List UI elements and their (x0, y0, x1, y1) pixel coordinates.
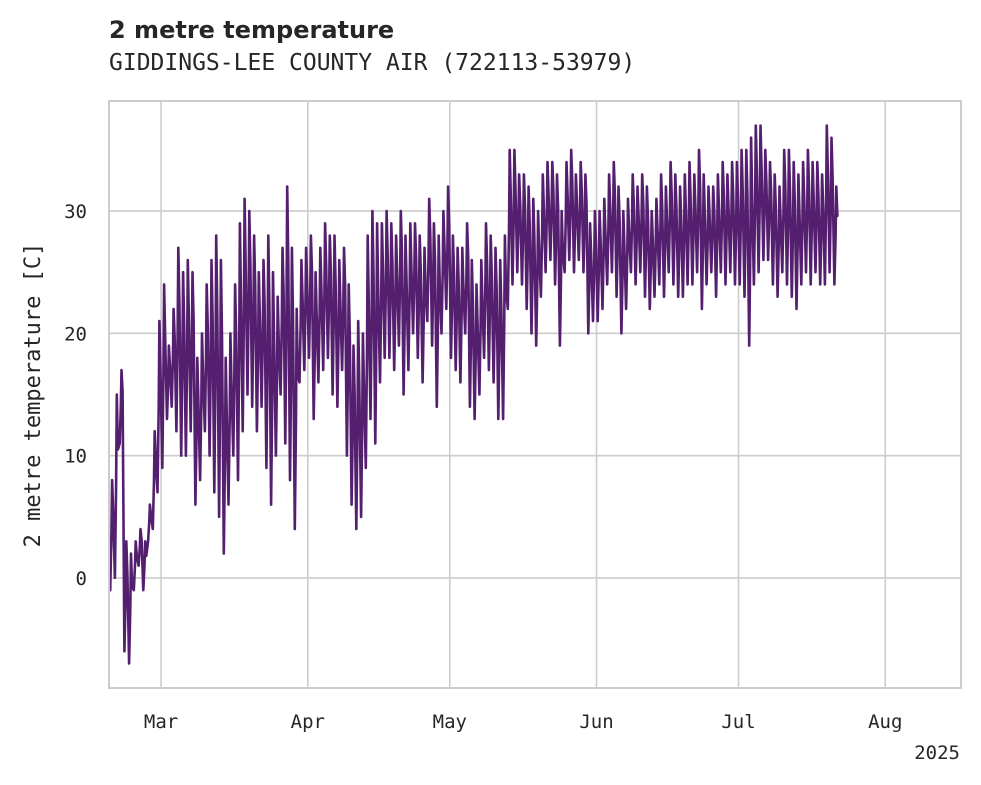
plot-frame (108, 100, 962, 689)
x-tick-label: Mar (144, 711, 178, 733)
y-tick-label: 0 (76, 568, 87, 590)
x-tick-label: Jul (721, 711, 755, 733)
x-tick-label: Aug (868, 711, 902, 733)
x-tick-label: May (433, 711, 467, 733)
y-tick-label: 20 (64, 323, 87, 345)
y-axis-label: 2 metre temperature [C] (21, 243, 46, 548)
axis-ticks: 0 10 20 30 Mar Apr May Jun Jul Aug (64, 201, 902, 733)
x-year-label: 2025 (914, 742, 960, 764)
chart-subtitle: GIDDINGS-LEE COUNTY AIR (722113-53979) (109, 50, 636, 76)
y-tick-label: 30 (64, 201, 87, 223)
x-tick-label: Apr (291, 711, 325, 733)
chart-title: 2 metre temperature (109, 16, 395, 44)
y-tick-label: 10 (64, 446, 87, 468)
temperature-series-line (108, 124, 839, 665)
x-tick-label: Jun (579, 711, 613, 733)
